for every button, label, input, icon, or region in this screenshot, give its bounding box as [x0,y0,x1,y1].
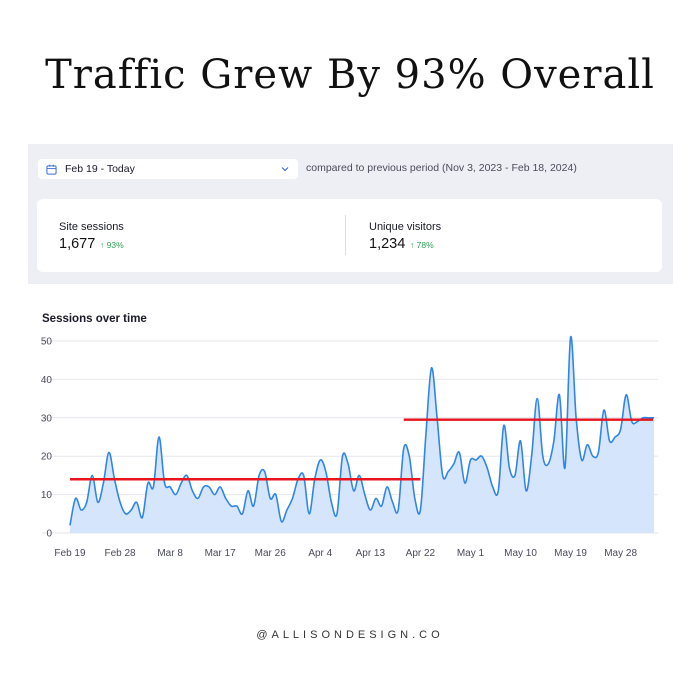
headline: Traffic Grew By 93% Overall [45,52,655,98]
x-tick-label: May 19 [554,548,587,559]
chart-title: Sessions over time [42,313,147,325]
y-tick-label: 20 [41,452,53,463]
kpi-delta: ↑ 78% [410,240,434,250]
y-tick-label: 40 [41,375,53,386]
calendar-icon [46,164,57,175]
x-tick-label: May 10 [504,548,537,559]
x-tick-label: Mar 26 [255,548,287,559]
y-tick-label: 0 [46,529,52,540]
kpi-card: Site sessions 1,677 ↑ 93% Unique visitor… [37,199,662,272]
kpi-delta: ↑ 93% [100,240,124,250]
x-tick-label: Apr 4 [308,548,332,559]
sessions-chart: 0 10 20 30 40 50 Feb 19 Feb 28 Mar 8 Mar 17 Mar 26… [41,336,658,559]
arrow-up-icon: ↑ [100,240,105,250]
x-tick-label: Apr 22 [406,548,436,559]
y-tick-label: 10 [41,490,53,501]
footer-handle: @ALLISONDESIGN.CO [256,629,444,641]
series-area [70,336,654,533]
kpi-value: 1,234 [369,236,406,252]
series-line [69,336,654,526]
arrow-up-icon: ↑ [410,240,415,250]
comparison-text: compared to previous period (Nov 3, 2023… [306,162,577,174]
x-tick-label: May 1 [457,548,485,559]
x-tick-label: Apr 13 [356,548,386,559]
kpi-divider [345,215,346,255]
kpi-value: 1,677 [59,236,96,252]
y-tick-label: 30 [41,413,53,424]
kpi-label: Site sessions [59,221,124,233]
chevron-down-icon [281,167,289,172]
x-tick-label: Feb 28 [104,548,136,559]
x-tick-label: Mar 8 [157,548,183,559]
y-tick-label: 50 [41,337,53,348]
date-range-dropdown[interactable]: Feb 19 - Today [38,159,298,179]
x-tick-label: May 28 [604,548,637,559]
x-tick-label: Feb 19 [54,548,86,559]
kpi-label: Unique visitors [369,221,442,233]
analytics-panel: Feb 19 - Today compared to previous peri… [28,144,673,284]
x-tick-label: Mar 17 [205,548,237,559]
date-range-label: Feb 19 - Today [65,163,135,175]
